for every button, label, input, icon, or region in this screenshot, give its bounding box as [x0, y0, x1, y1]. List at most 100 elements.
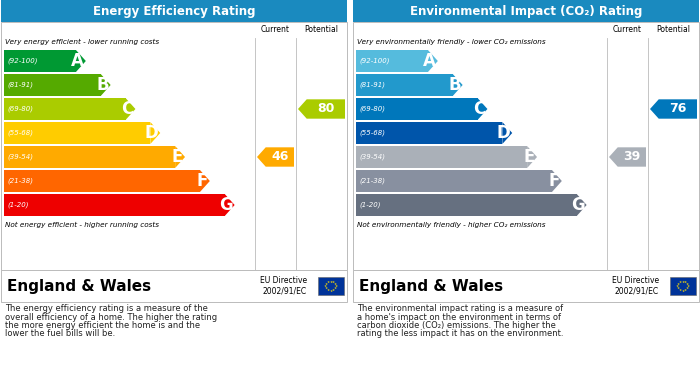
Bar — [353, 22, 699, 270]
Bar — [356, 146, 527, 168]
Text: ★: ★ — [679, 288, 682, 292]
Text: C: C — [121, 100, 134, 118]
Text: Very environmentally friendly - lower CO₂ emissions: Very environmentally friendly - lower CO… — [357, 39, 545, 45]
Text: D: D — [144, 124, 158, 142]
Text: Environmental Impact (CO₂) Rating: Environmental Impact (CO₂) Rating — [410, 5, 642, 18]
Text: ★: ★ — [330, 280, 332, 283]
Bar — [318, 277, 344, 295]
Text: ★: ★ — [679, 280, 682, 284]
Bar — [1, 0, 347, 22]
Polygon shape — [101, 74, 111, 96]
Text: Current: Current — [261, 25, 290, 34]
Text: (92-100): (92-100) — [7, 58, 38, 64]
Text: carbon dioxide (CO₂) emissions. The higher the: carbon dioxide (CO₂) emissions. The high… — [357, 321, 556, 330]
Polygon shape — [257, 147, 294, 167]
Bar — [356, 122, 503, 144]
Text: G: G — [219, 196, 232, 214]
Text: 80: 80 — [317, 102, 335, 115]
Bar — [356, 74, 453, 96]
Polygon shape — [298, 99, 345, 119]
Text: C: C — [473, 100, 485, 118]
Text: ★: ★ — [332, 280, 335, 284]
Polygon shape — [225, 194, 235, 216]
Text: G: G — [571, 196, 584, 214]
Text: Not energy efficient - higher running costs: Not energy efficient - higher running co… — [5, 222, 159, 228]
Text: 39: 39 — [623, 151, 640, 163]
Polygon shape — [125, 98, 135, 120]
Bar — [4, 98, 125, 120]
Text: Very energy efficient - lower running costs: Very energy efficient - lower running co… — [5, 39, 159, 45]
Text: ★: ★ — [330, 289, 332, 292]
Text: ★: ★ — [687, 284, 690, 288]
Text: ★: ★ — [676, 284, 679, 288]
Bar — [4, 74, 101, 96]
Bar — [1, 22, 347, 270]
Text: ★: ★ — [686, 286, 690, 290]
Text: Not environmentally friendly - higher CO₂ emissions: Not environmentally friendly - higher CO… — [357, 222, 545, 228]
Text: rating the less impact it has on the environment.: rating the less impact it has on the env… — [357, 330, 564, 339]
Text: lower the fuel bills will be.: lower the fuel bills will be. — [5, 330, 116, 339]
Text: (21-38): (21-38) — [7, 178, 33, 184]
Polygon shape — [200, 170, 210, 192]
Text: EU Directive
2002/91/EC: EU Directive 2002/91/EC — [260, 276, 307, 296]
Text: Energy Efficiency Rating: Energy Efficiency Rating — [92, 5, 256, 18]
Polygon shape — [76, 50, 86, 72]
Text: (21-38): (21-38) — [359, 178, 385, 184]
Text: England & Wales: England & Wales — [7, 278, 151, 294]
Bar — [4, 50, 76, 72]
Text: ★: ★ — [335, 284, 338, 288]
Text: (55-68): (55-68) — [359, 130, 385, 136]
Text: ★: ★ — [677, 282, 680, 286]
Text: A: A — [423, 52, 436, 70]
Text: ★: ★ — [324, 284, 327, 288]
Text: ★: ★ — [681, 289, 685, 292]
Text: (69-80): (69-80) — [359, 106, 385, 112]
Polygon shape — [503, 122, 512, 144]
Bar — [353, 270, 699, 302]
Text: (81-91): (81-91) — [7, 82, 33, 88]
Text: E: E — [172, 148, 183, 166]
Text: ★: ★ — [681, 280, 685, 283]
Text: (69-80): (69-80) — [7, 106, 33, 112]
Bar — [356, 50, 428, 72]
Text: (1-20): (1-20) — [359, 202, 381, 208]
Bar — [4, 122, 150, 144]
Text: ★: ★ — [327, 280, 330, 284]
Text: 76: 76 — [669, 102, 687, 115]
Text: E: E — [524, 148, 535, 166]
Bar — [356, 194, 577, 216]
Text: ★: ★ — [677, 286, 680, 290]
Text: ★: ★ — [334, 282, 337, 286]
Text: B: B — [96, 76, 108, 94]
Text: England & Wales: England & Wales — [359, 278, 503, 294]
Text: ★: ★ — [334, 286, 337, 290]
Text: Potential: Potential — [304, 25, 339, 34]
Text: F: F — [549, 172, 560, 190]
Text: B: B — [448, 76, 461, 94]
Text: The environmental impact rating is a measure of: The environmental impact rating is a mea… — [357, 304, 563, 313]
Text: A: A — [71, 52, 84, 70]
Text: ★: ★ — [325, 282, 328, 286]
Text: overall efficiency of a home. The higher the rating: overall efficiency of a home. The higher… — [5, 312, 217, 321]
Text: the more energy efficient the home is and the: the more energy efficient the home is an… — [5, 321, 200, 330]
Bar — [1, 270, 347, 302]
Polygon shape — [577, 194, 587, 216]
Bar — [4, 146, 175, 168]
Bar — [356, 170, 552, 192]
Text: ★: ★ — [684, 288, 687, 292]
Text: (55-68): (55-68) — [7, 130, 33, 136]
Text: (81-91): (81-91) — [359, 82, 385, 88]
Bar — [356, 98, 477, 120]
Text: EU Directive
2002/91/EC: EU Directive 2002/91/EC — [612, 276, 659, 296]
Bar — [670, 277, 696, 295]
Text: (39-54): (39-54) — [359, 154, 385, 160]
Polygon shape — [477, 98, 487, 120]
Text: ★: ★ — [332, 288, 335, 292]
Text: ★: ★ — [325, 286, 328, 290]
Text: a home's impact on the environment in terms of: a home's impact on the environment in te… — [357, 312, 561, 321]
Text: (1-20): (1-20) — [7, 202, 29, 208]
Polygon shape — [609, 147, 646, 167]
Bar — [353, 0, 699, 22]
Text: ★: ★ — [327, 288, 330, 292]
Polygon shape — [428, 50, 438, 72]
